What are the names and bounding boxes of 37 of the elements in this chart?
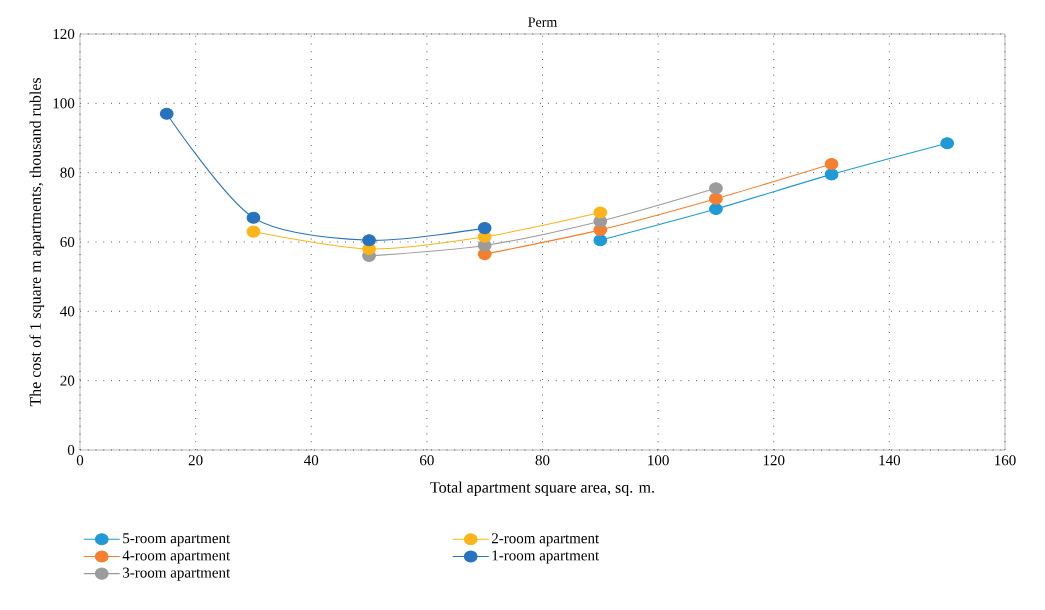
- y-tick-label: 60: [60, 236, 75, 248]
- point: [362, 234, 376, 247]
- point: [709, 192, 723, 205]
- y-tick-label: 40: [60, 306, 75, 317]
- x-tick-label: 20: [188, 455, 203, 466]
- y-tick-label: 100: [53, 98, 75, 109]
- x-tick-label: 160: [995, 455, 1016, 466]
- point: [477, 222, 492, 235]
- chart-title: Perm: [528, 17, 558, 27]
- y-tick-label: 80: [60, 167, 75, 178]
- point: [593, 206, 608, 219]
- x-tick-label: 100: [648, 455, 669, 466]
- x-tick-label: 60: [420, 455, 434, 466]
- y-tick-label: 20: [60, 375, 75, 386]
- x-tick-label: 140: [879, 455, 901, 466]
- x-tick-label: 80: [535, 455, 550, 466]
- point: [709, 203, 723, 216]
- x-tick-label: 0: [76, 455, 84, 466]
- y-tick-label: 0: [67, 444, 75, 456]
- point: [824, 157, 839, 171]
- point: [246, 225, 261, 238]
- point: [593, 234, 608, 247]
- point: [709, 182, 723, 195]
- point: [940, 137, 955, 150]
- x-tick-label: 40: [304, 455, 319, 466]
- point: [159, 107, 174, 120]
- x-axis-title: Total apartment square area, sq. m.: [430, 481, 654, 497]
- x-tick-label: 120: [763, 455, 785, 466]
- y-axis-title: The cost of 1 square m apartments, thousand rubles: [29, 77, 45, 407]
- legend-label: 1-room apartment: [492, 550, 600, 564]
- y-tick-label: 120: [53, 28, 75, 40]
- point: [246, 211, 261, 224]
- legend-label: 2-room apartment: [491, 533, 600, 547]
- legend-label: 4-room apartment: [122, 550, 231, 564]
- legend-label: 3-room apartment: [123, 567, 231, 581]
- legend-label: 5-room apartment: [123, 533, 231, 547]
- point: [824, 168, 839, 181]
